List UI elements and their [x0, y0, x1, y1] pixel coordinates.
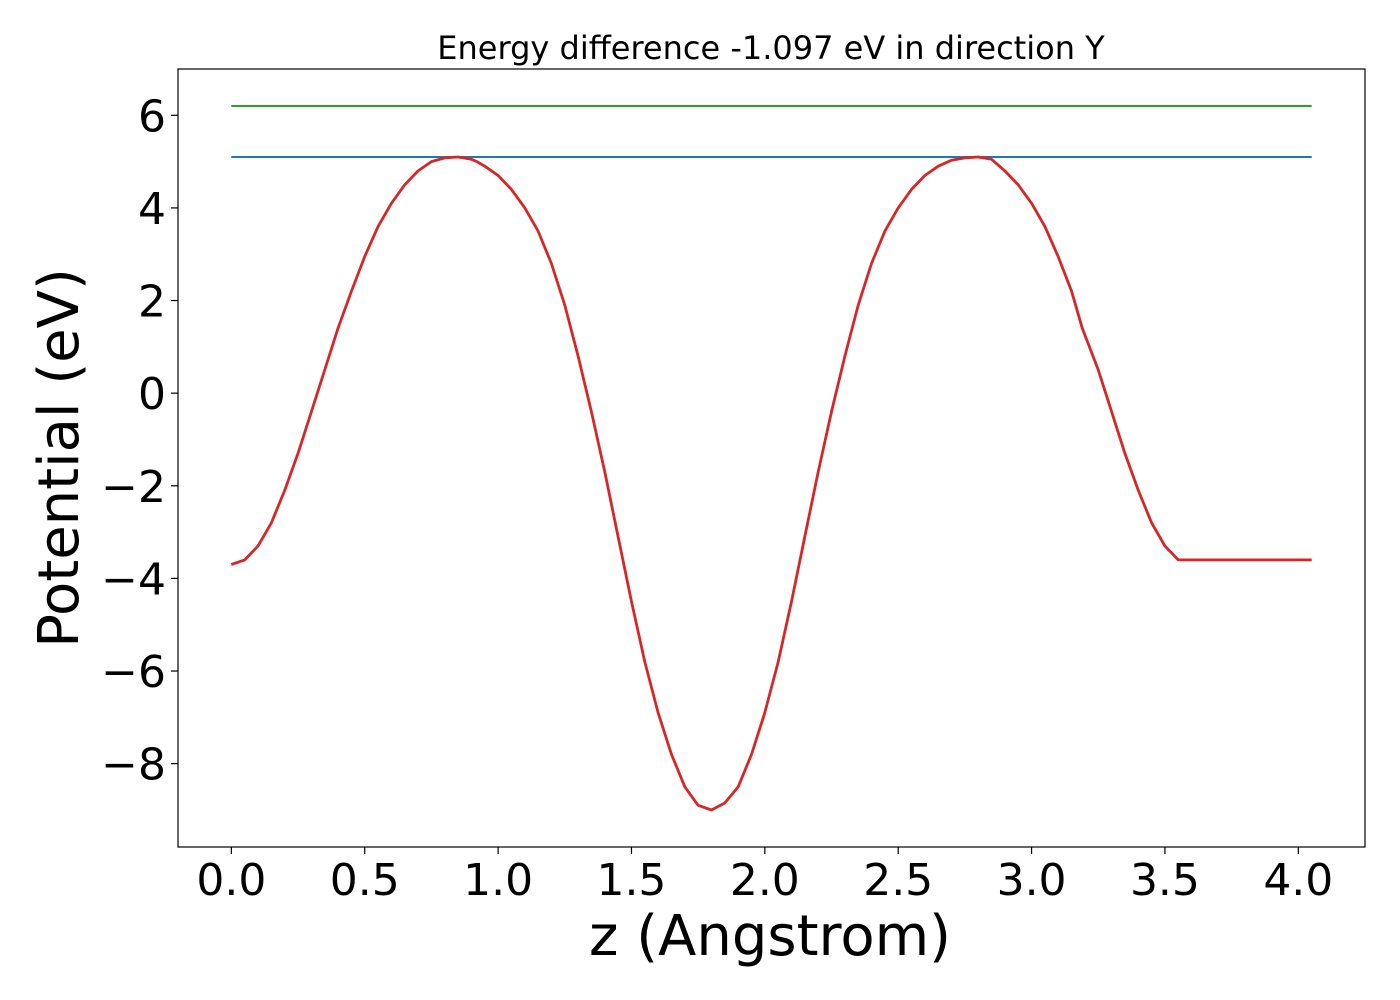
- x-tick-label: 0.0: [196, 855, 266, 906]
- x-tick-label: 2.0: [730, 855, 800, 906]
- x-axis-label: z (Angstrom): [589, 904, 951, 969]
- x-tick-label: 4.0: [1263, 855, 1333, 906]
- x-tick-label: 3.0: [997, 855, 1067, 906]
- y-axis: 6 4 2 0 −2 −4 −6 −8: [101, 91, 178, 791]
- y-tick-label: −6: [101, 647, 166, 698]
- y-tick-label: 0: [138, 369, 166, 420]
- x-tick-label: 1.5: [596, 855, 666, 906]
- chart-title: Energy difference -1.097 eV in direction…: [437, 29, 1105, 67]
- x-tick-label: 1.0: [463, 855, 533, 906]
- series-layer: [230, 105, 1312, 812]
- y-tick-label: −2: [101, 462, 166, 513]
- x-tick-label: 0.5: [330, 855, 400, 906]
- series-line-3: [230, 155, 1312, 812]
- y-tick-label: −4: [101, 554, 166, 605]
- x-tick-label: 3.5: [1130, 855, 1200, 906]
- x-tick-label: 2.5: [863, 855, 933, 906]
- plot-frame: [177, 68, 1366, 848]
- y-tick-label: 6: [138, 91, 166, 142]
- x-axis: 0.0 0.5 1.0 1.5 2.0 2.5 3.0 3.5 4.0: [196, 847, 1333, 906]
- y-tick-label: 2: [138, 277, 166, 328]
- y-axis-label: Potential (eV): [27, 268, 92, 648]
- y-tick-label: −8: [101, 740, 166, 791]
- y-tick-label: 4: [138, 184, 166, 235]
